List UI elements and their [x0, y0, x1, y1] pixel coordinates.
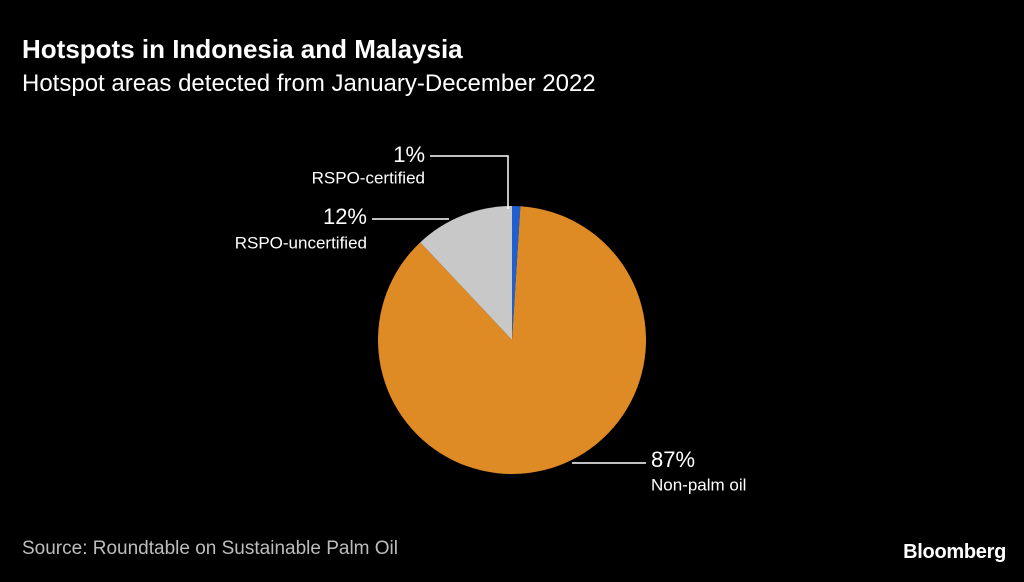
pie-slice-rspo-uncertified: [420, 206, 512, 340]
slice-percent-non-palm-oil: 87%: [651, 447, 695, 472]
slice-label-rspo-certified: RSPO-certified: [312, 168, 425, 187]
pie-slice-non-palm-oil: [378, 206, 647, 474]
pie-slice-rspo-certified: [512, 205, 521, 340]
source-note: Source: Roundtable on Sustainable Palm O…: [22, 538, 399, 559]
slice-label-rspo-uncertified: RSPO-uncertified: [235, 233, 367, 252]
chart-subtitle: Hotspot areas detected from January-Dece…: [22, 70, 596, 97]
slice-percent-rspo-certified: 1%: [393, 142, 425, 167]
chart-title: Hotspots in Indonesia and Malaysia: [22, 34, 463, 64]
slice-label-non-palm-oil: Non-palm oil: [651, 475, 746, 494]
leader-line-rspo-certified: [430, 155, 509, 209]
bloomberg-logo: Bloomberg: [903, 541, 1006, 563]
slice-percent-rspo-uncertified: 12%: [323, 204, 367, 229]
